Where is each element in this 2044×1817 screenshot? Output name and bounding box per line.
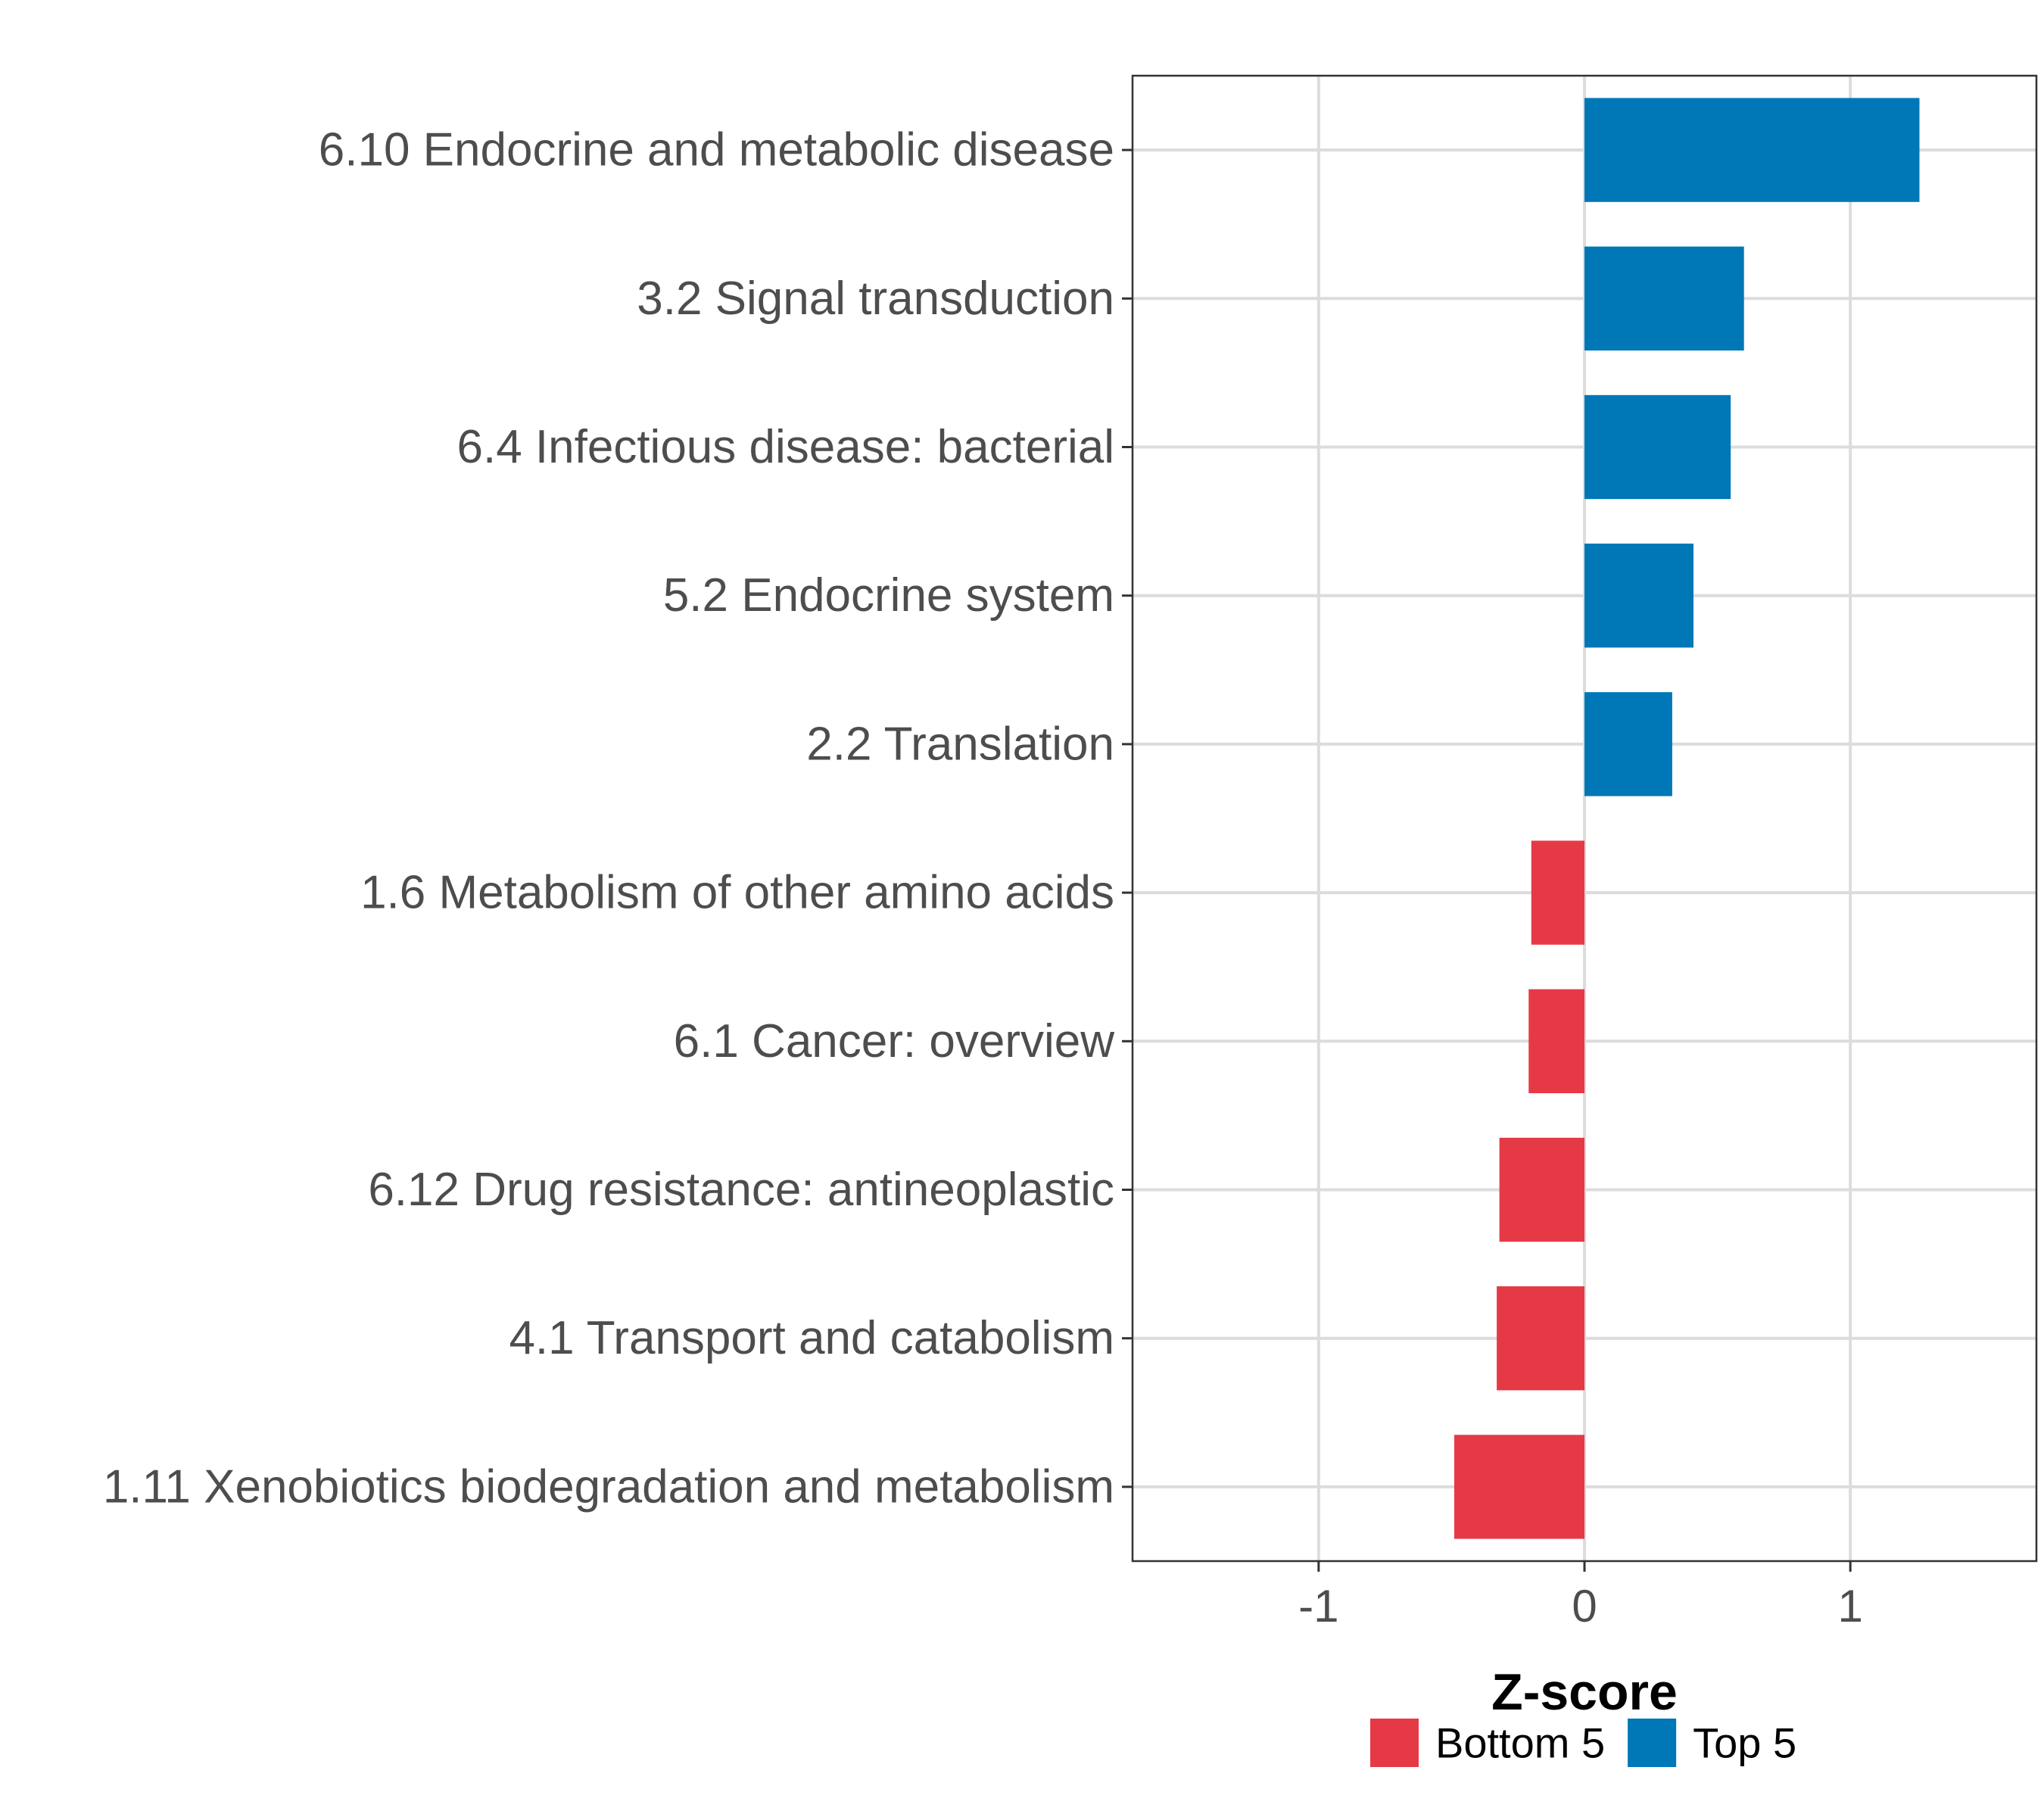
y-tick-label: 5.2 Endocrine system xyxy=(663,569,1114,622)
y-tick-label: 3.2 Signal transduction xyxy=(637,273,1114,325)
y-tick-label: 6.1 Cancer: overview xyxy=(674,1015,1115,1067)
x-tick-label: 0 xyxy=(1572,1581,1597,1632)
x-tick-label: -1 xyxy=(1298,1581,1338,1632)
y-tick-label: 4.1 Transport and catabolism xyxy=(509,1312,1114,1364)
bar xyxy=(1584,98,1920,202)
bar xyxy=(1528,989,1584,1093)
y-tick-label: 6.4 Infectious disease: bacterial xyxy=(456,421,1114,473)
bars xyxy=(1454,98,1920,1539)
y-axis: 6.10 Endocrine and metabolic disease 3.2 … xyxy=(103,124,1133,1513)
x-axis-title: Z-score xyxy=(1491,1663,1678,1721)
bar xyxy=(1497,1286,1584,1391)
bar xyxy=(1499,1137,1584,1242)
bar xyxy=(1584,692,1672,796)
x-tick-label: 1 xyxy=(1837,1581,1862,1632)
y-tick-label: 2.2 Translation xyxy=(806,718,1114,770)
bar xyxy=(1454,1435,1584,1539)
y-tick-label: 6.12 Drug resistance: antineoplastic xyxy=(368,1164,1114,1216)
legend-key-bottom-5 xyxy=(1370,1719,1419,1767)
y-tick-label: 6.10 Endocrine and metabolic disease xyxy=(319,124,1114,176)
legend-label: Top 5 xyxy=(1693,1719,1796,1767)
bar xyxy=(1531,840,1584,945)
bar xyxy=(1584,394,1731,500)
bar xyxy=(1584,246,1744,351)
legend: Bottom 5 Top 5 xyxy=(1370,1719,1796,1767)
legend-label: Bottom 5 xyxy=(1435,1719,1605,1767)
x-axis: -1 0 1 xyxy=(1298,1561,1863,1632)
bar xyxy=(1584,544,1693,648)
y-tick-label: 1.6 Metabolism of other amino acids xyxy=(360,867,1114,919)
legend-key-top-5 xyxy=(1628,1719,1677,1767)
y-tick-label: 1.11 Xenobiotics biodegradation and meta… xyxy=(103,1460,1114,1513)
